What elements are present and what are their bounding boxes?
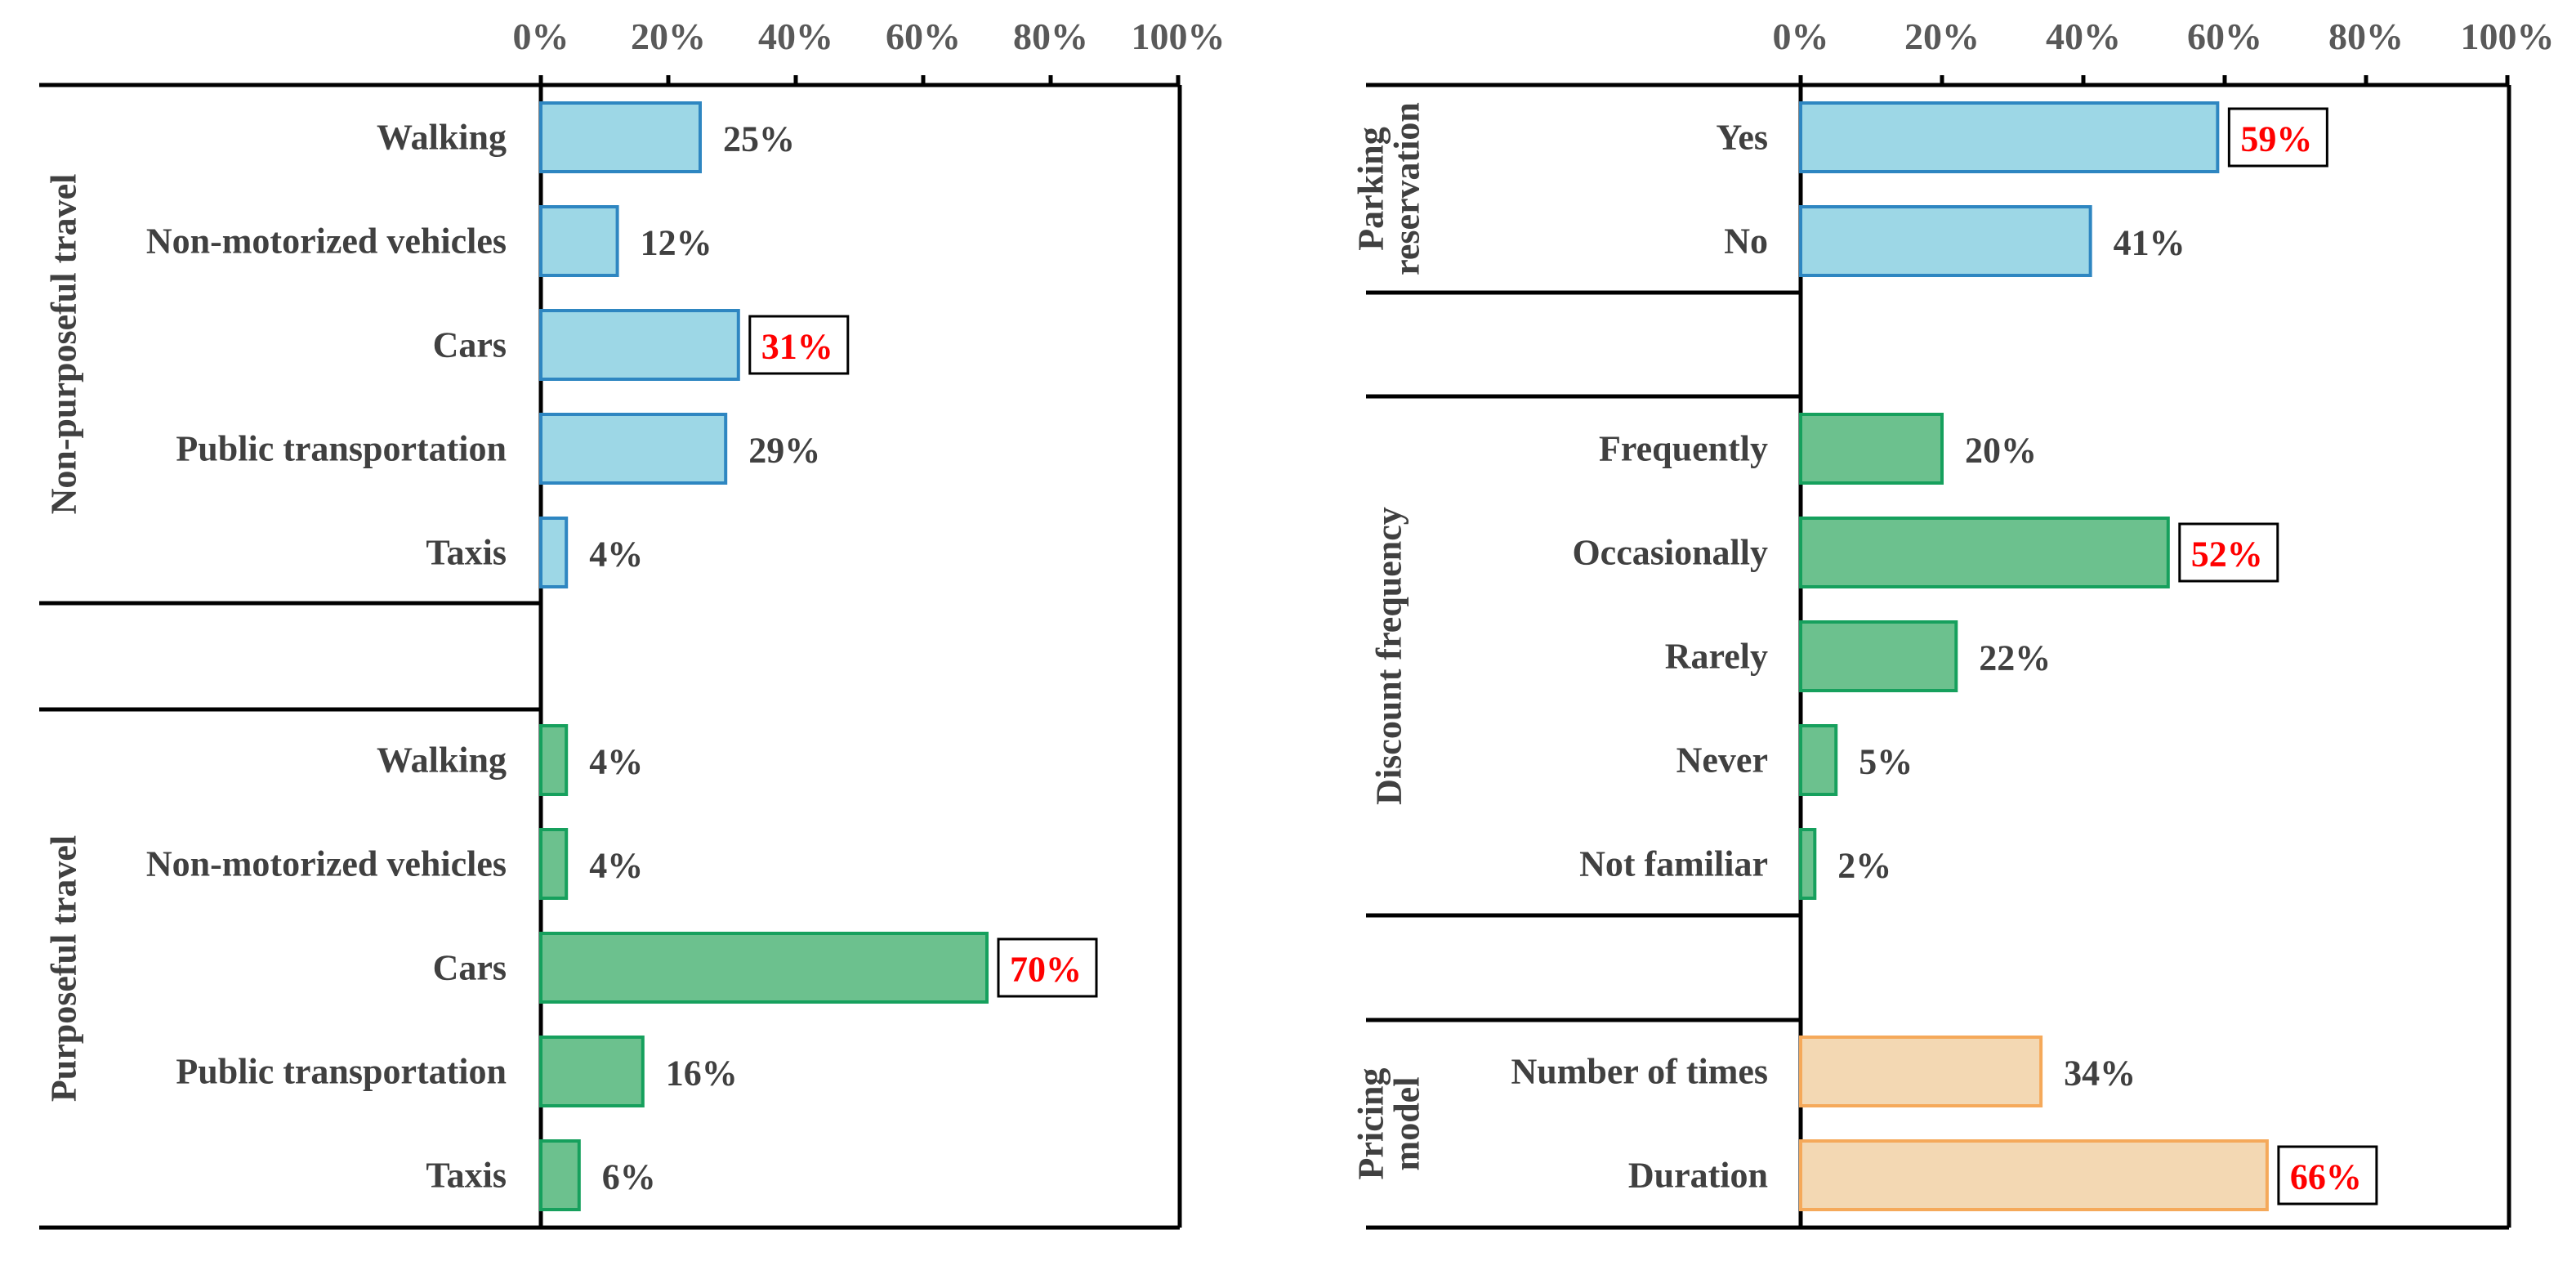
highlight-box: [2277, 1145, 2378, 1206]
highlight-box: [748, 315, 850, 375]
category-label: Duration: [1628, 1156, 1768, 1196]
value-label: 25%: [723, 119, 795, 159]
x-tick-label: 0%: [513, 16, 569, 57]
x-tick-label: 40%: [2046, 16, 2121, 57]
x-tick-label: 20%: [1904, 16, 1980, 57]
category-label: Public transportation: [176, 1052, 507, 1092]
value-label: 6%: [602, 1157, 656, 1197]
category-label: Public transportation: [176, 429, 507, 469]
value-label: 4%: [589, 742, 643, 782]
bar: [1799, 724, 1838, 796]
value-label: 2%: [1837, 846, 1891, 886]
highlighted-value-label: 31%: [761, 327, 833, 367]
bar: [1799, 517, 2170, 588]
bar: [539, 828, 569, 900]
category-label: No: [1724, 221, 1768, 262]
value-label: 34%: [2064, 1054, 2136, 1094]
x-tick-label: 80%: [1013, 16, 1088, 57]
bar: [1799, 828, 1817, 900]
value-label: 41%: [2114, 223, 2185, 263]
highlighted-value-label: 70%: [1010, 950, 1082, 990]
group-label: Discount frequency: [1369, 507, 1409, 805]
bar: [539, 724, 569, 796]
x-tick-label: 0%: [1773, 16, 1829, 57]
highlighted-value-label: 66%: [2290, 1157, 2362, 1197]
bar: [539, 309, 740, 381]
value-label: 4%: [589, 846, 643, 886]
value-label: 16%: [666, 1054, 738, 1094]
category-label: Taxis: [426, 1156, 507, 1196]
x-tick-label: 60%: [2187, 16, 2262, 57]
value-label: 20%: [1965, 431, 2037, 471]
category-label: Non-motorized vehicles: [146, 221, 507, 262]
x-tick-label: 80%: [2328, 16, 2404, 57]
group-label: reservation: [1387, 102, 1427, 275]
x-tick-label: 20%: [631, 16, 706, 57]
group-label: model: [1387, 1077, 1427, 1171]
bar: [1799, 1139, 2269, 1211]
category-label: Walking: [377, 118, 507, 158]
x-tick-label: 100%: [2461, 16, 2555, 57]
bar: [1799, 413, 1944, 485]
bar: [539, 932, 989, 1004]
bar: [1799, 205, 2092, 277]
x-tick-label: 60%: [886, 16, 961, 57]
category-label: Cars: [433, 325, 507, 365]
group-label: Pricing: [1351, 1068, 1391, 1180]
highlighted-value-label: 59%: [2240, 119, 2312, 159]
category-label: Cars: [433, 948, 507, 988]
group-label: Purposeful travel: [44, 835, 84, 1102]
category-label: Number of times: [1511, 1052, 1768, 1092]
value-label: 22%: [1979, 638, 2051, 678]
bar: [539, 1139, 581, 1211]
highlight-box: [2227, 107, 2328, 168]
bar: [539, 1036, 645, 1107]
category-label: Frequently: [1599, 429, 1768, 469]
group-label: Parking: [1351, 127, 1391, 251]
bar: [1799, 101, 2220, 173]
x-tick-label: 40%: [758, 16, 833, 57]
value-label: 29%: [748, 431, 820, 471]
category-label: Walking: [377, 740, 507, 781]
highlighted-value-label: 52%: [2191, 535, 2263, 575]
bar: [1799, 1036, 2043, 1107]
category-label: Rarely: [1665, 637, 1768, 677]
category-label: Not familiar: [1579, 844, 1768, 884]
category-label: Occasionally: [1572, 533, 1768, 573]
highlight-box: [997, 937, 1098, 998]
bar: [539, 413, 728, 485]
group-label: Non-purposeful travel: [44, 174, 84, 515]
category-label: Never: [1676, 740, 1768, 781]
highlight-box: [2178, 522, 2279, 583]
bar: [539, 205, 619, 277]
bar: [1799, 620, 1958, 692]
category-label: Non-motorized vehicles: [146, 844, 507, 884]
bar: [539, 101, 702, 173]
category-label: Taxis: [426, 533, 507, 573]
value-label: 5%: [1859, 742, 1913, 782]
chart-panel-1: 0% 20% 40% 60% 80% 100% Non-purposeful travel W…: [39, 16, 1225, 1230]
value-label: 4%: [589, 535, 643, 575]
bar: [539, 517, 569, 588]
value-label: 12%: [641, 223, 712, 263]
category-label: Yes: [1716, 118, 1768, 158]
x-tick-label: 100%: [1132, 16, 1225, 57]
